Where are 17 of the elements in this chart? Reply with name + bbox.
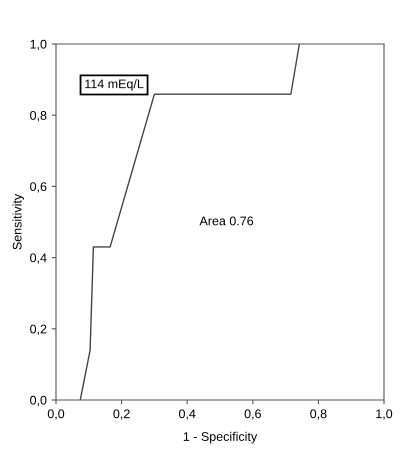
x-tick-label: 0,4 [179,409,196,420]
y-tick-label: 0,8 [30,111,46,122]
x-tick-label: 0,6 [244,409,261,420]
y-tick-label: 1,0 [30,40,46,50]
y-tick-label: 0,0 [30,396,46,406]
x-tick-label: 0,8 [310,409,327,420]
x-tick-label: 0,2 [113,409,130,420]
x-tick-label: 1,0 [376,409,392,420]
y-axis-title: Sensitivity [12,194,24,250]
x-tick-label: 0,0 [48,409,64,420]
y-tick-label: 0,4 [30,253,47,264]
annotation: 114 mEq/L [85,79,144,91]
annotation: Area 0.76 [199,216,254,226]
y-tick-label: 0,2 [30,324,46,335]
y-tick-label: 0,6 [30,182,46,193]
x-axis-title: 1 - Specificity [184,432,258,444]
line-series [80,44,300,400]
